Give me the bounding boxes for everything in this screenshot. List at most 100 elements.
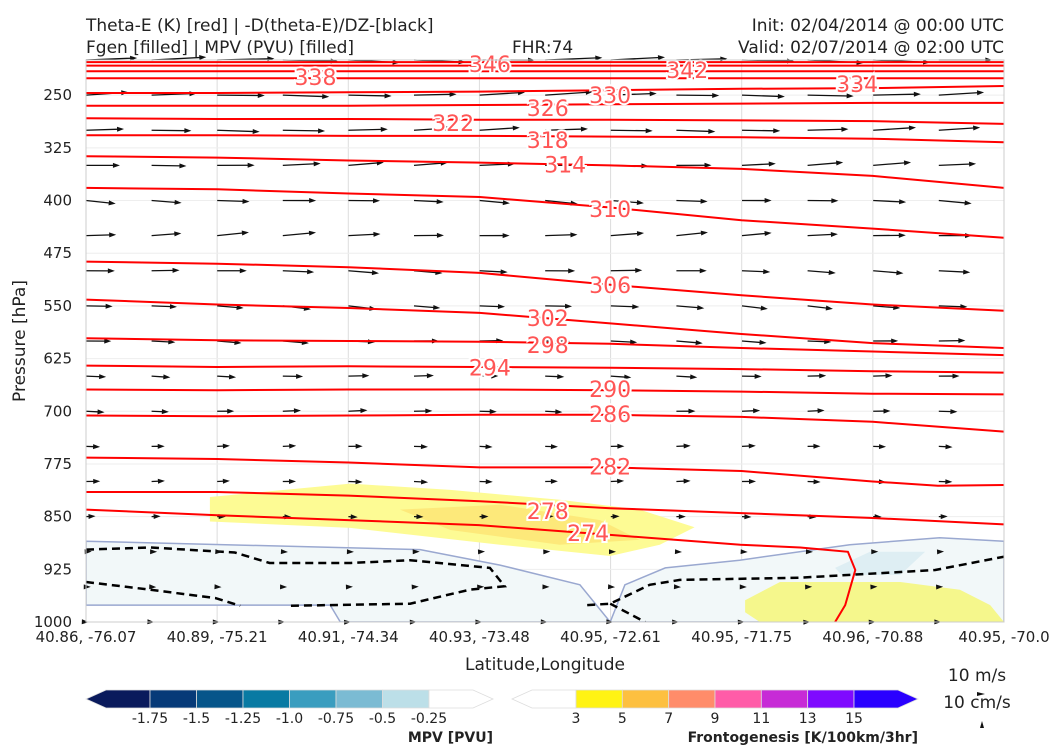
wind-arrow-shaft xyxy=(741,270,766,273)
wind-arrow-head xyxy=(649,91,657,97)
wind-arrow-head xyxy=(371,270,380,276)
wind-arrow-head xyxy=(697,305,705,311)
wind-arrow xyxy=(545,478,558,484)
wind-arrow xyxy=(215,549,223,555)
wind-arrow-head xyxy=(157,478,165,484)
wind-arrow xyxy=(741,339,767,345)
theta-e-contour-label: 322 xyxy=(432,112,474,137)
wind-arrow xyxy=(348,93,392,99)
wind-arrow-head xyxy=(168,339,176,345)
wind-arrow xyxy=(741,373,762,379)
wind-arrow-head xyxy=(764,231,772,237)
wind-arrow xyxy=(151,267,180,273)
wind-arrow-head xyxy=(936,549,945,555)
wind-arrow xyxy=(807,443,821,449)
wind-arrow-head xyxy=(543,549,551,555)
y-tick-label: 475 xyxy=(43,244,72,262)
colorbar-segment xyxy=(853,689,919,709)
wind-arrow xyxy=(610,514,620,520)
wind-arrow-head xyxy=(346,549,354,555)
y-tick-label: 775 xyxy=(43,455,72,473)
wind-arrow xyxy=(938,161,977,167)
wind-arrow xyxy=(936,584,944,590)
wind-arrow xyxy=(479,233,510,239)
wind-arrow xyxy=(217,443,230,449)
wind-arrow-head xyxy=(899,199,907,205)
wind-arrow-head xyxy=(112,162,120,168)
wind-arrow xyxy=(151,304,177,310)
colorbar: 3 5 7 9 11 13 15 Frontogenesis [K/100km/3hr] xyxy=(511,689,919,746)
wind-arrow xyxy=(873,160,912,167)
colorbar-segment xyxy=(196,689,244,709)
colorbar-tick-label: -0.75 xyxy=(318,711,354,727)
wind-arrow-head xyxy=(99,374,107,380)
wind-arrow xyxy=(282,198,317,204)
wind-arrow-head xyxy=(712,92,720,98)
wind-arrow xyxy=(217,304,244,310)
wind-arrow-head xyxy=(153,514,161,520)
plot-frame xyxy=(85,59,1005,623)
x-tick-label: 40.89, -75.21 xyxy=(167,628,268,646)
wind-arrow-head xyxy=(632,304,640,310)
wind-arrow xyxy=(85,232,117,238)
wind-arrow-head xyxy=(108,200,116,206)
wind-arrow-head xyxy=(355,479,363,485)
wind-arrow-shaft xyxy=(348,270,375,274)
wind-arrow-head xyxy=(444,125,453,131)
x-tick-label: 40.95, -72.61 xyxy=(560,628,661,646)
colorbar-tick-label: 3 xyxy=(572,711,581,727)
wind-arrow-head xyxy=(885,373,893,379)
wind-arrow xyxy=(413,479,429,485)
wind-arrow-shaft xyxy=(873,305,896,309)
theta-e-contour-label: 286 xyxy=(589,403,631,428)
wind-arrow xyxy=(217,408,235,414)
wind-arrow xyxy=(741,161,776,167)
wind-arrow-shaft xyxy=(479,305,501,308)
y-tick-label: 400 xyxy=(43,192,72,210)
wind-arrow-head xyxy=(913,91,921,97)
wind-arrow-shaft xyxy=(217,129,255,133)
wind-arrow xyxy=(610,478,625,484)
wind-arrow xyxy=(608,549,617,555)
wind-arrow-head xyxy=(817,408,825,414)
wind-arrow-head xyxy=(805,584,813,590)
stability-dashed-contour xyxy=(86,580,241,607)
x-tick-label: 40.91, -74.34 xyxy=(298,628,399,646)
wind-arrow xyxy=(217,198,250,204)
wind-arrow xyxy=(610,267,643,273)
wind-arrow-head xyxy=(449,91,457,97)
theta-e-contour-label: 290 xyxy=(589,378,631,403)
wind-arrow-head xyxy=(878,444,887,450)
wind-arrow-head xyxy=(373,231,381,237)
wind-arrow-shaft xyxy=(807,305,829,309)
wind-arrow-head xyxy=(903,160,912,166)
wind-key-label: 10 m/s xyxy=(948,666,1006,686)
wind-arrow-shaft xyxy=(610,199,639,204)
theta-e-contour-label: 302 xyxy=(527,307,569,332)
y-tick-label: 325 xyxy=(43,139,72,157)
wind-arrow xyxy=(676,514,686,520)
theta-e-contour xyxy=(86,337,1004,357)
wind-arrow-shaft xyxy=(873,127,912,131)
wind-arrow xyxy=(545,514,554,520)
wind-arrow-head xyxy=(130,55,138,61)
wind-arrow xyxy=(610,304,640,310)
x-axis-label: Latitude,Longitude xyxy=(465,655,625,675)
wind-arrow-shaft xyxy=(741,94,780,98)
wind-arrow xyxy=(741,231,772,237)
wind-arrow xyxy=(740,549,748,555)
wind-arrow-head xyxy=(564,303,573,309)
wind-arrow-shaft xyxy=(479,127,515,131)
wind-arrow-shaft xyxy=(479,163,510,167)
wind-arrow-head xyxy=(674,549,682,555)
colorbar-tick-label: -1.0 xyxy=(276,711,303,727)
wind-arrow xyxy=(676,408,696,414)
wind-arrow-head xyxy=(157,443,165,449)
wind-arrow-shaft xyxy=(938,163,972,167)
wind-arrow xyxy=(741,198,772,204)
wind-arrow-head xyxy=(318,128,326,134)
wind-arrow xyxy=(938,444,953,450)
wind-arrow-head xyxy=(296,373,304,379)
wind-arrow xyxy=(610,374,632,380)
wind-arrow xyxy=(807,126,849,132)
